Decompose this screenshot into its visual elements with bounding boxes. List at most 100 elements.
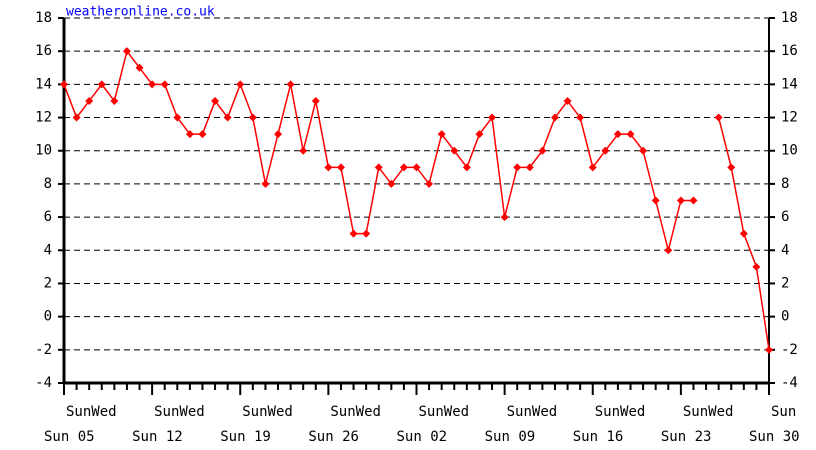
marker: [185, 130, 194, 139]
marker: [752, 262, 761, 271]
y-tick-label: -2: [35, 342, 52, 358]
marker: [576, 113, 585, 122]
y2-tick-label: -2: [781, 342, 798, 358]
marker: [97, 80, 106, 89]
marker: [488, 113, 497, 122]
x-tick-label: SunWed: [330, 404, 381, 420]
marker: [122, 47, 131, 56]
marker: [135, 63, 144, 72]
marker: [85, 96, 94, 105]
y2-tick-label: 4: [781, 242, 789, 258]
marker: [110, 96, 119, 105]
marker: [362, 229, 371, 238]
x-tick-label: Sun 12: [132, 429, 183, 445]
x-tick-label: SunWed: [595, 404, 646, 420]
y2-tick-label: 18: [781, 10, 798, 26]
y-tick-label: 18: [35, 10, 52, 26]
marker: [198, 130, 207, 139]
x-tick-label: SunWed: [66, 404, 117, 420]
y2-tick-label: 10: [781, 143, 798, 159]
line: [63, 49, 770, 350]
marker: [336, 163, 345, 172]
x-tick-label: Sun 05: [44, 429, 95, 445]
marker: [664, 246, 673, 255]
marker: [261, 179, 270, 188]
x-tick-label: Sun: [771, 404, 796, 420]
y2-tick-label: 2: [781, 275, 789, 291]
marker: [513, 163, 522, 172]
y2-tick-label: 14: [781, 76, 798, 92]
marker: [223, 113, 232, 122]
x-tick-label: SunWed: [154, 404, 205, 420]
marker: [525, 163, 534, 172]
marker: [72, 113, 81, 122]
marker: [601, 146, 610, 155]
y-tick-label: 6: [44, 209, 52, 225]
marker: [727, 163, 736, 172]
marker: [173, 113, 182, 122]
marker: [500, 213, 509, 222]
marker: [60, 80, 68, 89]
marker: [550, 113, 559, 122]
marker: [399, 163, 408, 172]
y2-tick-label: 6: [781, 209, 789, 225]
marker: [160, 80, 169, 89]
marker: [387, 179, 396, 188]
x-tick-label: Sun 30: [749, 429, 800, 445]
marker: [462, 163, 471, 172]
marker: [437, 130, 446, 139]
y-tick-label: 2: [44, 275, 52, 291]
marker: [588, 163, 597, 172]
y-tick-label: 12: [35, 110, 52, 126]
marker: [538, 146, 547, 155]
x-tick-label: Sun 23: [661, 429, 712, 445]
x-tick-label: SunWed: [419, 404, 470, 420]
marker: [425, 179, 434, 188]
marker: [148, 80, 157, 89]
y-tick-label: 8: [44, 176, 52, 192]
x-tick-label: Sun 02: [397, 429, 448, 445]
marker: [475, 130, 484, 139]
marker: [651, 196, 660, 205]
marker: [374, 163, 383, 172]
y2-tick-label: -4: [781, 375, 798, 391]
x-tick-label: Sun 26: [308, 429, 359, 445]
marker: [450, 146, 459, 155]
marker: [299, 146, 308, 155]
marker: [626, 130, 635, 139]
marker: [765, 345, 773, 354]
marker: [412, 163, 421, 172]
marker: [286, 80, 295, 89]
y2-tick-label: 16: [781, 43, 798, 59]
y-tick-label: 16: [35, 43, 52, 59]
y2-tick-label: 8: [781, 176, 789, 192]
marker: [676, 196, 685, 205]
marker: [714, 113, 723, 122]
marker: [324, 163, 333, 172]
marker: [739, 229, 748, 238]
y-tick-label: 10: [35, 143, 52, 159]
marker: [211, 96, 220, 105]
x-tick-label: SunWed: [683, 404, 734, 420]
marker: [689, 196, 698, 205]
x-tick-label: Sun 09: [485, 429, 536, 445]
marker: [639, 146, 648, 155]
y-tick-label: 0: [44, 309, 52, 325]
marker: [563, 96, 572, 105]
x-tick-label: SunWed: [242, 404, 293, 420]
marker: [248, 113, 257, 122]
y-tick-label: -4: [35, 375, 52, 391]
x-tick-label: Sun 16: [573, 429, 624, 445]
y-tick-label: 4: [44, 242, 52, 258]
chart-title: weatheronline.co.uk: [66, 5, 215, 20]
marker: [311, 96, 320, 105]
x-tick-label: Sun 19: [220, 429, 271, 445]
y-tick-label: 14: [35, 76, 52, 92]
x-tick-label: SunWed: [507, 404, 558, 420]
y2-tick-label: 0: [781, 309, 789, 325]
marker: [236, 80, 245, 89]
marker: [349, 229, 358, 238]
marker: [274, 130, 283, 139]
y2-tick-label: 12: [781, 110, 798, 126]
